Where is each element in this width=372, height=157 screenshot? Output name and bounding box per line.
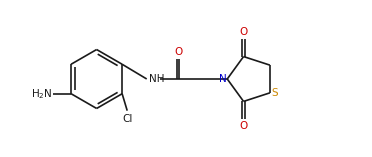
Text: O: O xyxy=(174,47,182,57)
Text: N: N xyxy=(218,74,226,84)
Text: S: S xyxy=(271,88,278,98)
Text: O: O xyxy=(240,27,248,37)
Text: O: O xyxy=(240,121,248,131)
Text: H$_2$N: H$_2$N xyxy=(31,87,52,101)
Text: NH: NH xyxy=(149,74,164,84)
Text: Cl: Cl xyxy=(122,114,132,124)
